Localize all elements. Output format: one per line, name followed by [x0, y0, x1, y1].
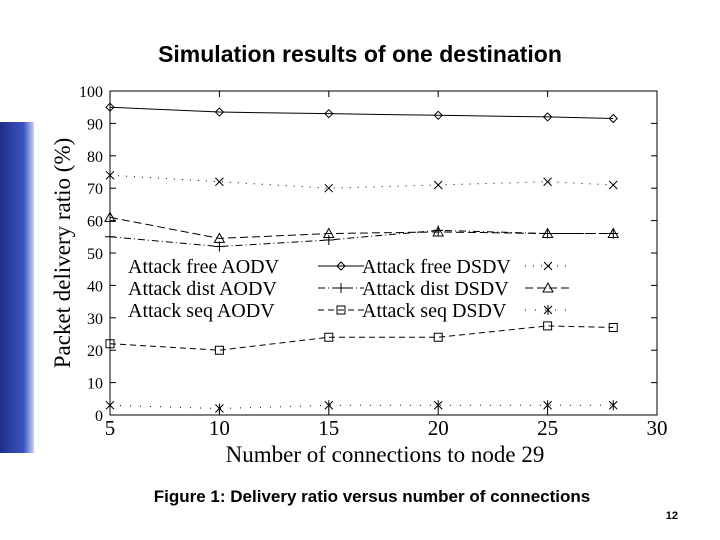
x-tick-label: 15 — [318, 416, 339, 440]
data-point — [105, 170, 115, 180]
data-point — [215, 403, 224, 414]
y-tick-label: 0 — [95, 408, 103, 425]
y-tick-label: 70 — [87, 181, 103, 198]
data-point — [608, 113, 618, 124]
data-point — [608, 400, 618, 411]
page-number: 12 — [666, 510, 678, 522]
x-tick-label: 10 — [209, 416, 230, 440]
legend-label: Attack dist AODV — [128, 278, 277, 300]
data-point — [543, 321, 553, 331]
data-point — [104, 211, 116, 222]
y-tick-label: 100 — [79, 84, 103, 101]
data-point — [324, 332, 334, 342]
series-line — [109, 404, 614, 410]
data-point — [324, 183, 334, 193]
data-point — [542, 112, 553, 122]
chart-title: Simulation results of one destination — [158, 41, 562, 67]
legend-marker — [543, 261, 553, 271]
y-tick-label: 40 — [87, 278, 103, 295]
data-point — [324, 108, 334, 119]
series-line — [109, 174, 614, 189]
data-point — [214, 107, 225, 117]
legend-label: Attack free DSDV — [362, 256, 511, 278]
data-point — [543, 177, 552, 187]
x-tick-label: 25 — [537, 416, 558, 440]
y-tick-label: 80 — [87, 149, 103, 166]
data-point — [322, 227, 335, 239]
y-tick-label: 60 — [87, 214, 103, 231]
y-axis-label: Packet delivery ratio (%) — [50, 138, 75, 369]
data-point — [324, 400, 334, 411]
caption: Figure 1: Delivery ratio versus number o… — [154, 487, 590, 506]
data-point — [433, 400, 443, 411]
y-tick-label: 90 — [87, 116, 103, 133]
legend-marker — [336, 283, 346, 293]
legend-label: Attack free AODV — [128, 256, 280, 278]
data-point — [105, 400, 115, 411]
series-line — [109, 106, 614, 120]
plot-frame — [109, 90, 658, 416]
legend-marker — [542, 281, 554, 293]
data-point — [215, 177, 224, 187]
legend-marker — [336, 261, 346, 271]
y-tick-label: 30 — [87, 311, 103, 328]
data-point — [608, 323, 618, 333]
x-tick-label: 5 — [105, 416, 116, 440]
data-point — [105, 102, 115, 112]
data-point — [543, 400, 552, 411]
data-point — [105, 339, 115, 349]
data-point — [214, 345, 224, 355]
data-point — [214, 241, 225, 252]
data-point — [213, 232, 226, 243]
y-tick-label: 20 — [87, 343, 103, 360]
data-point — [432, 225, 445, 237]
data-point — [541, 227, 554, 239]
x-tick-label: 20 — [428, 416, 449, 440]
legend-marker — [543, 305, 553, 315]
data-point — [607, 227, 620, 239]
data-point — [323, 235, 334, 246]
y-tick-label: 50 — [87, 246, 103, 263]
data-point — [608, 180, 618, 190]
side-bar — [0, 122, 34, 453]
x-axis-label: Number of connections to node 29 — [226, 442, 545, 467]
data-point — [433, 110, 443, 121]
y-tick-label: 10 — [87, 376, 103, 393]
data-point — [433, 180, 443, 190]
legend-label: Attack dist DSDV — [362, 278, 509, 300]
x-tick-label: 30 — [647, 416, 668, 440]
series-line — [109, 325, 614, 351]
legend-label: Attack seq AODV — [128, 300, 275, 322]
data-point — [433, 332, 443, 342]
legend-marker — [336, 305, 346, 315]
legend-label: Attack seq DSDV — [362, 300, 507, 322]
series-line — [109, 216, 614, 239]
data-point — [105, 231, 115, 242]
